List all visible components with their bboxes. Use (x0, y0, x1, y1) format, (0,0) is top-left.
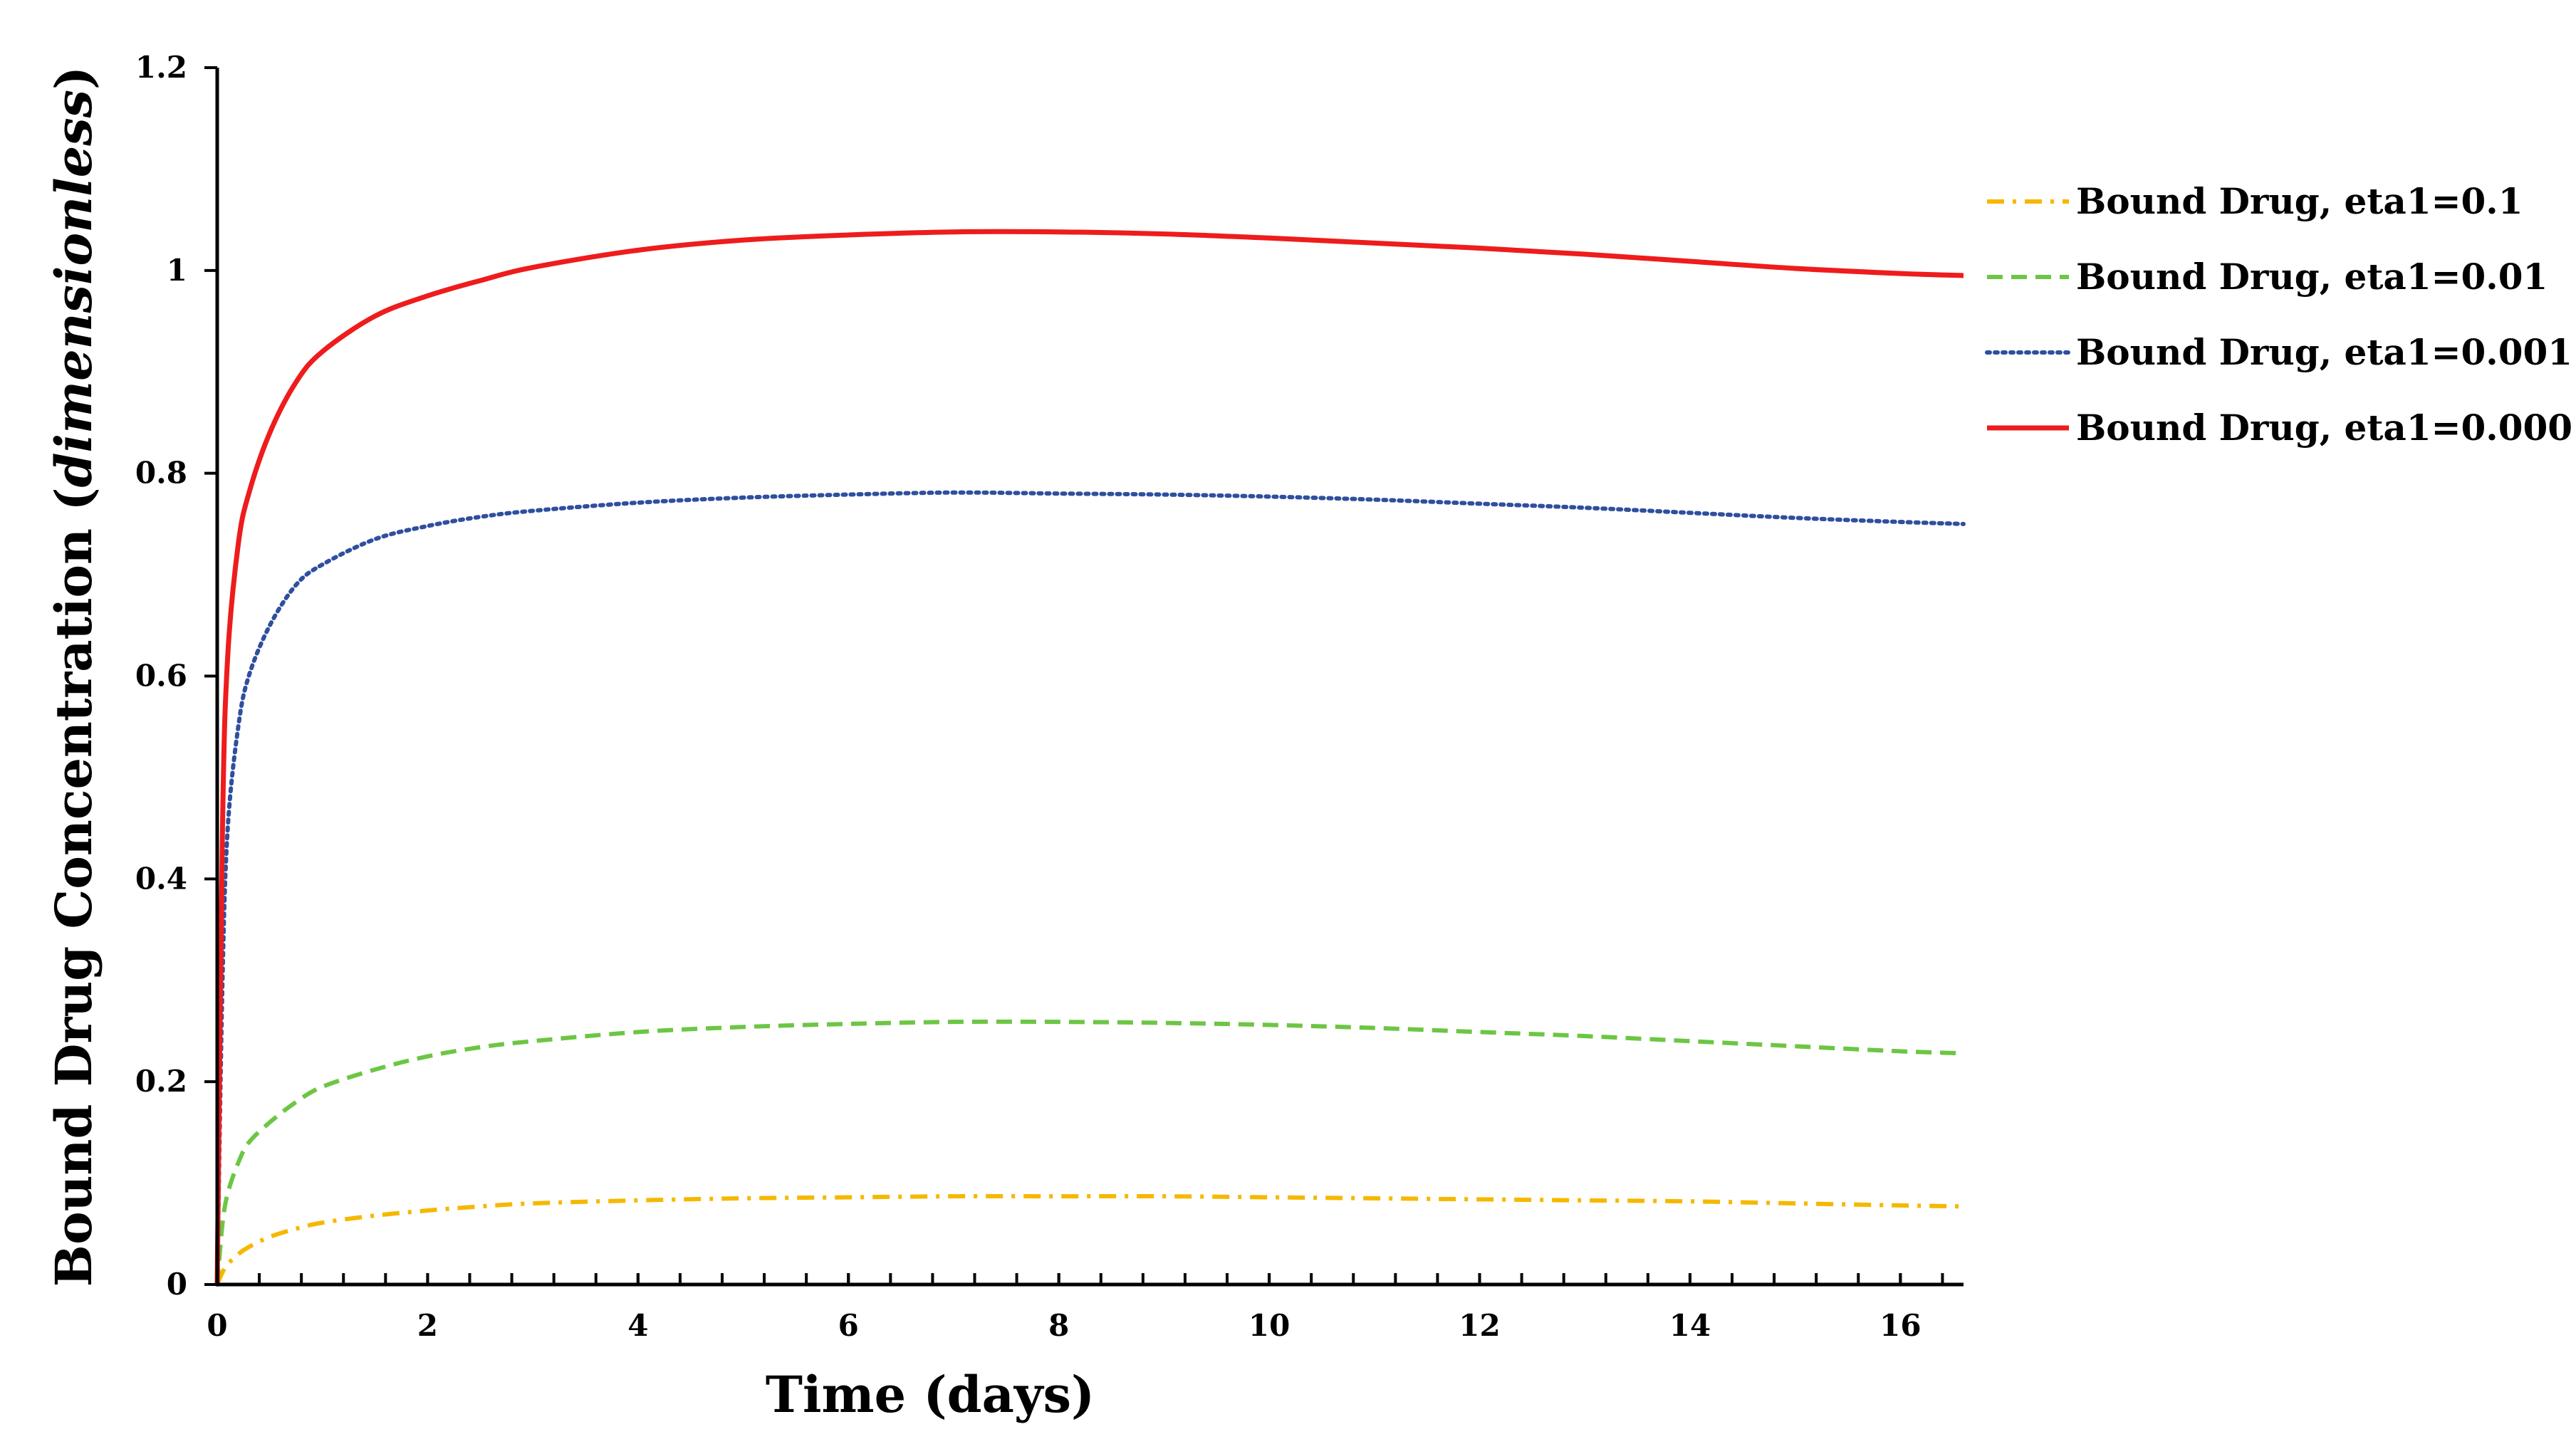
x-tick-label: 0 (207, 1308, 227, 1343)
legend-label-4: Bound Drug, eta1=0.0001 (2076, 407, 2576, 449)
x-tick-label: 16 (1879, 1308, 1921, 1343)
x-tick-label: 14 (1669, 1308, 1711, 1343)
series-line-3 (215, 490, 1966, 1287)
y-tick-label: 1 (167, 253, 187, 288)
series-line-1 (215, 1193, 1964, 1286)
plot-area (214, 229, 1966, 1287)
series-line-2 (215, 1019, 1964, 1285)
legend-label-3: Bound Drug, eta1=0.001 (2076, 331, 2572, 373)
x-tick-label: 2 (417, 1308, 438, 1343)
series-line-4 (214, 229, 1964, 1285)
y-axis-title-end: ) (44, 66, 103, 90)
y-axis-title-unit: dimensionless (44, 90, 103, 488)
y-tick-label: 0 (167, 1267, 187, 1302)
y-axis-title: Bound Drug Concentration (dimensionless) (44, 66, 103, 1287)
x-tick-label: 10 (1248, 1308, 1290, 1343)
legend: Bound Drug, eta1=0.1 Bound Drug, eta1=0.0… (1985, 180, 2576, 449)
y-tick-label: 0.6 (135, 659, 187, 694)
x-tick-label: 4 (627, 1308, 648, 1343)
legend-label-1: Bound Drug, eta1=0.1 (2076, 180, 2523, 222)
y-tick-label: 0.8 (135, 456, 187, 491)
y-tick-label: 1.2 (135, 50, 187, 85)
x-axis-ticks: 0 2 4 6 8 10 12 14 16 (207, 1273, 1944, 1343)
x-tick-label: 6 (838, 1308, 859, 1343)
y-axis-ticks: 0 0.2 0.4 0.6 0.8 1 1.2 (135, 50, 217, 1302)
y-tick-label: 0.4 (135, 861, 187, 896)
x-axis-title: Time (days) (766, 1365, 1095, 1424)
y-tick-label: 0.2 (135, 1064, 187, 1099)
x-tick-label: 12 (1459, 1308, 1500, 1343)
x-tick-label: 8 (1048, 1308, 1069, 1343)
y-axis-title-main: Bound Drug Concentration ( (44, 488, 103, 1287)
legend-label-2: Bound Drug, eta1=0.01 (2076, 256, 2548, 298)
